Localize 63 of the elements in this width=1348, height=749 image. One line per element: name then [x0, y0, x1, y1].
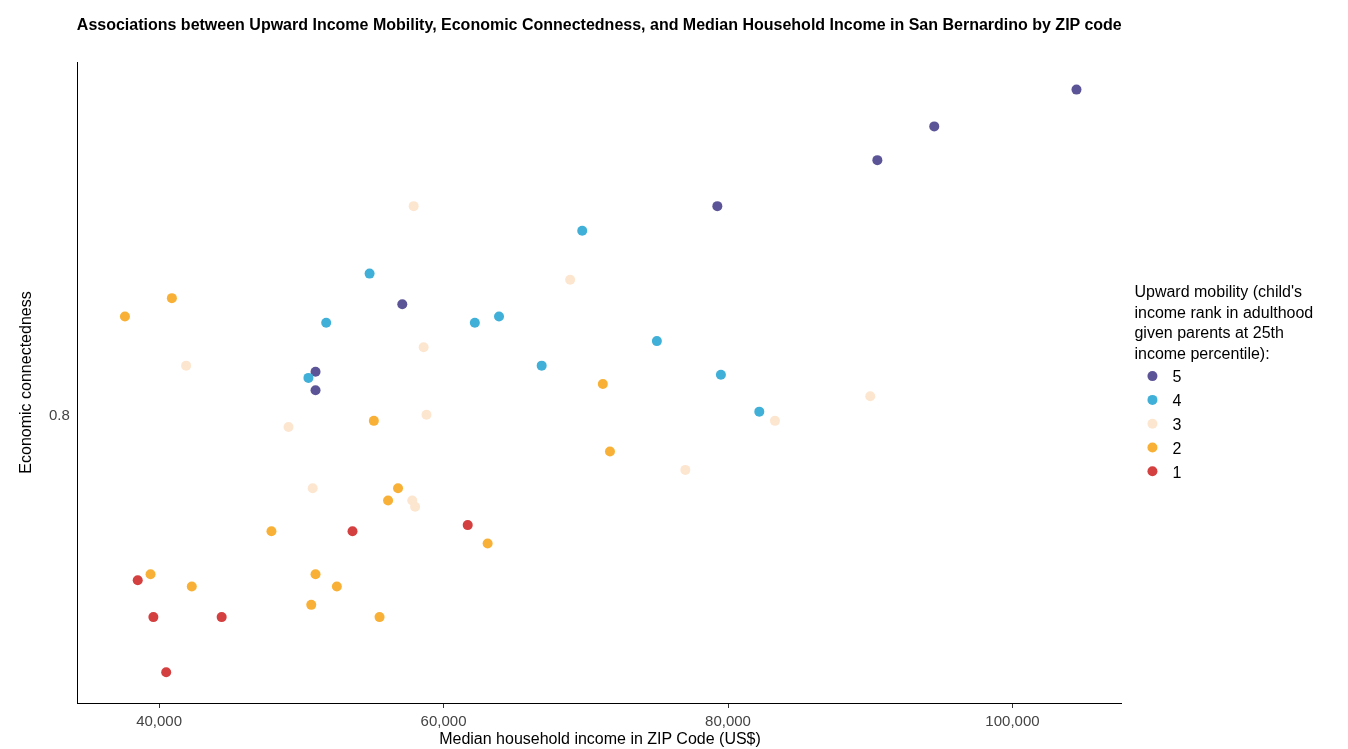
- point: [368, 415, 379, 426]
- point: [383, 495, 394, 506]
- text: 0.8: [49, 406, 70, 423]
- point: [216, 612, 227, 623]
- point: [321, 317, 332, 328]
- legend-label: 3: [1172, 415, 1182, 433]
- point: [482, 538, 493, 549]
- point: [421, 409, 432, 420]
- x-axis-title: Median household income in ZIP Code (US$): [439, 729, 761, 747]
- point: [418, 342, 429, 353]
- point: [565, 274, 576, 285]
- point: [769, 415, 780, 426]
- point: [408, 201, 419, 212]
- point: [604, 446, 615, 457]
- point: [310, 366, 321, 377]
- point: [374, 612, 385, 623]
- point: [310, 385, 321, 396]
- x-tick-label: 60,000: [420, 712, 467, 729]
- chart-title: Associations between Upward Income Mobility, Economic Connectedness, and Median Household Income in San Bernardino by ZIP code: [76, 15, 1122, 33]
- legend-label: 2: [1172, 439, 1182, 457]
- point: [145, 569, 156, 580]
- point: [166, 293, 177, 304]
- x-tick-label: 80,000: [705, 712, 751, 729]
- point: [161, 667, 172, 678]
- point: [186, 581, 197, 592]
- point: [266, 526, 277, 537]
- point: [181, 360, 192, 371]
- point: [410, 501, 421, 512]
- legend-label: 1: [1172, 463, 1182, 481]
- point: [680, 464, 691, 475]
- point: [132, 575, 143, 586]
- point: [872, 155, 883, 166]
- x-tick-label: 40,000: [136, 712, 183, 729]
- point: [148, 612, 159, 623]
- point: [347, 526, 358, 537]
- point: [306, 599, 317, 610]
- point: [494, 311, 505, 322]
- legend-title: Upward mobility (child's income rank in adulthood given parents at 25th income percentile):: [1134, 282, 1314, 363]
- point: [331, 581, 342, 592]
- legend-label: 5: [1172, 368, 1182, 386]
- point: [283, 421, 294, 432]
- point: [929, 121, 940, 132]
- point: [364, 268, 375, 279]
- point: [303, 372, 314, 383]
- point: [577, 225, 588, 236]
- point: [536, 360, 547, 371]
- y-axis-title: Economic connectedness: [16, 291, 34, 474]
- point: [462, 520, 473, 531]
- x-tick-label: 100,000: [985, 712, 1040, 729]
- point: [597, 379, 608, 390]
- legend-label: 4: [1172, 392, 1182, 410]
- point: [469, 317, 480, 328]
- point: [307, 483, 318, 494]
- point: [310, 569, 321, 580]
- point: [651, 336, 662, 347]
- point: [865, 391, 876, 402]
- point: [754, 406, 765, 417]
- point: [393, 483, 404, 494]
- point: [1071, 84, 1082, 95]
- point: [715, 369, 726, 380]
- point: [712, 201, 723, 212]
- point: [119, 311, 130, 322]
- point: [397, 299, 408, 310]
